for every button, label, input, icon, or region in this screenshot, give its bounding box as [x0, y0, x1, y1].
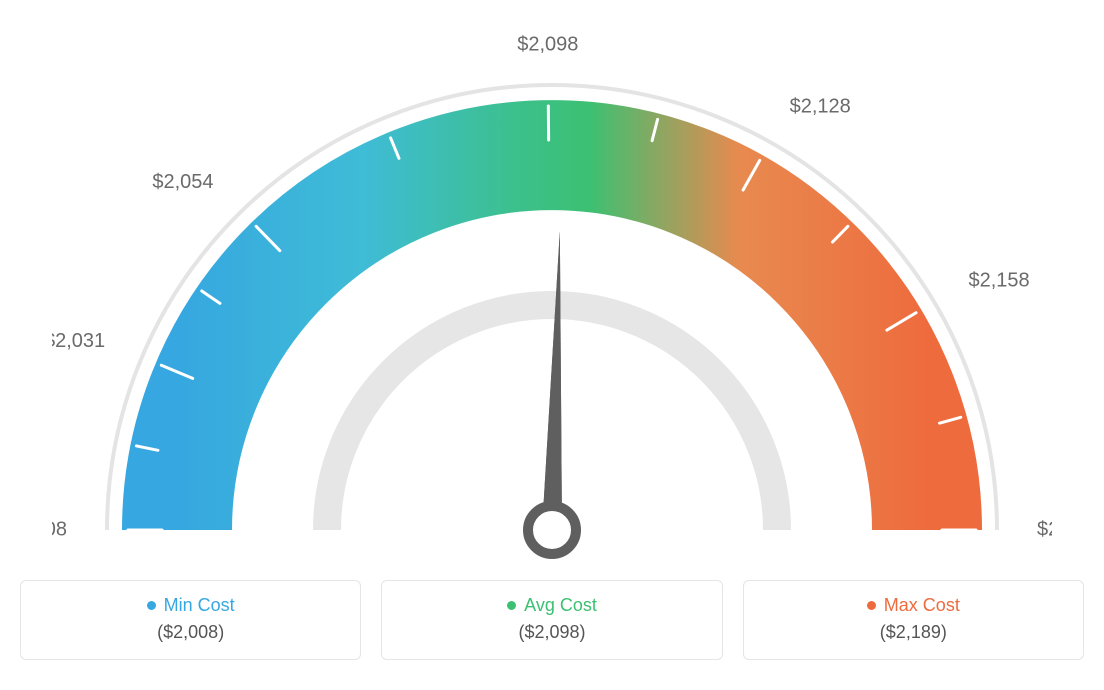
min-cost-card: Min Cost ($2,008) [20, 580, 361, 660]
avg-dot-icon [507, 601, 516, 610]
avg-cost-label-row: Avg Cost [507, 595, 597, 616]
svg-text:$2,054: $2,054 [152, 171, 213, 193]
avg-cost-value: ($2,098) [400, 622, 703, 643]
svg-text:$2,098: $2,098 [517, 33, 578, 55]
avg-cost-card: Avg Cost ($2,098) [381, 580, 722, 660]
svg-text:$2,189: $2,189 [1037, 518, 1052, 540]
max-cost-label: Max Cost [884, 595, 960, 616]
min-cost-value: ($2,008) [39, 622, 342, 643]
max-cost-value: ($2,189) [762, 622, 1065, 643]
svg-text:$2,128: $2,128 [790, 95, 851, 117]
legend-row: Min Cost ($2,008) Avg Cost ($2,098) Max … [20, 580, 1084, 660]
svg-text:$2,031: $2,031 [52, 330, 105, 352]
gauge-area: $2,008 $2,031 $2,054 $2,098 $2,128 $2,158 $2,1… [20, 20, 1084, 560]
min-dot-icon [147, 601, 156, 610]
cost-gauge-chart: $2,008 $2,031 $2,054 $2,098 $2,128 $2,158 $2,1… [20, 20, 1084, 660]
svg-text:$2,008: $2,008 [52, 518, 67, 540]
avg-cost-label: Avg Cost [524, 595, 597, 616]
max-cost-card: Max Cost ($2,189) [743, 580, 1084, 660]
max-dot-icon [867, 601, 876, 610]
min-cost-label: Min Cost [164, 595, 235, 616]
gauge-svg: $2,008 $2,031 $2,054 $2,098 $2,128 $2,158 $2,1… [52, 20, 1052, 560]
max-cost-label-row: Max Cost [867, 595, 960, 616]
min-cost-label-row: Min Cost [147, 595, 235, 616]
svg-text:$2,158: $2,158 [968, 270, 1029, 292]
